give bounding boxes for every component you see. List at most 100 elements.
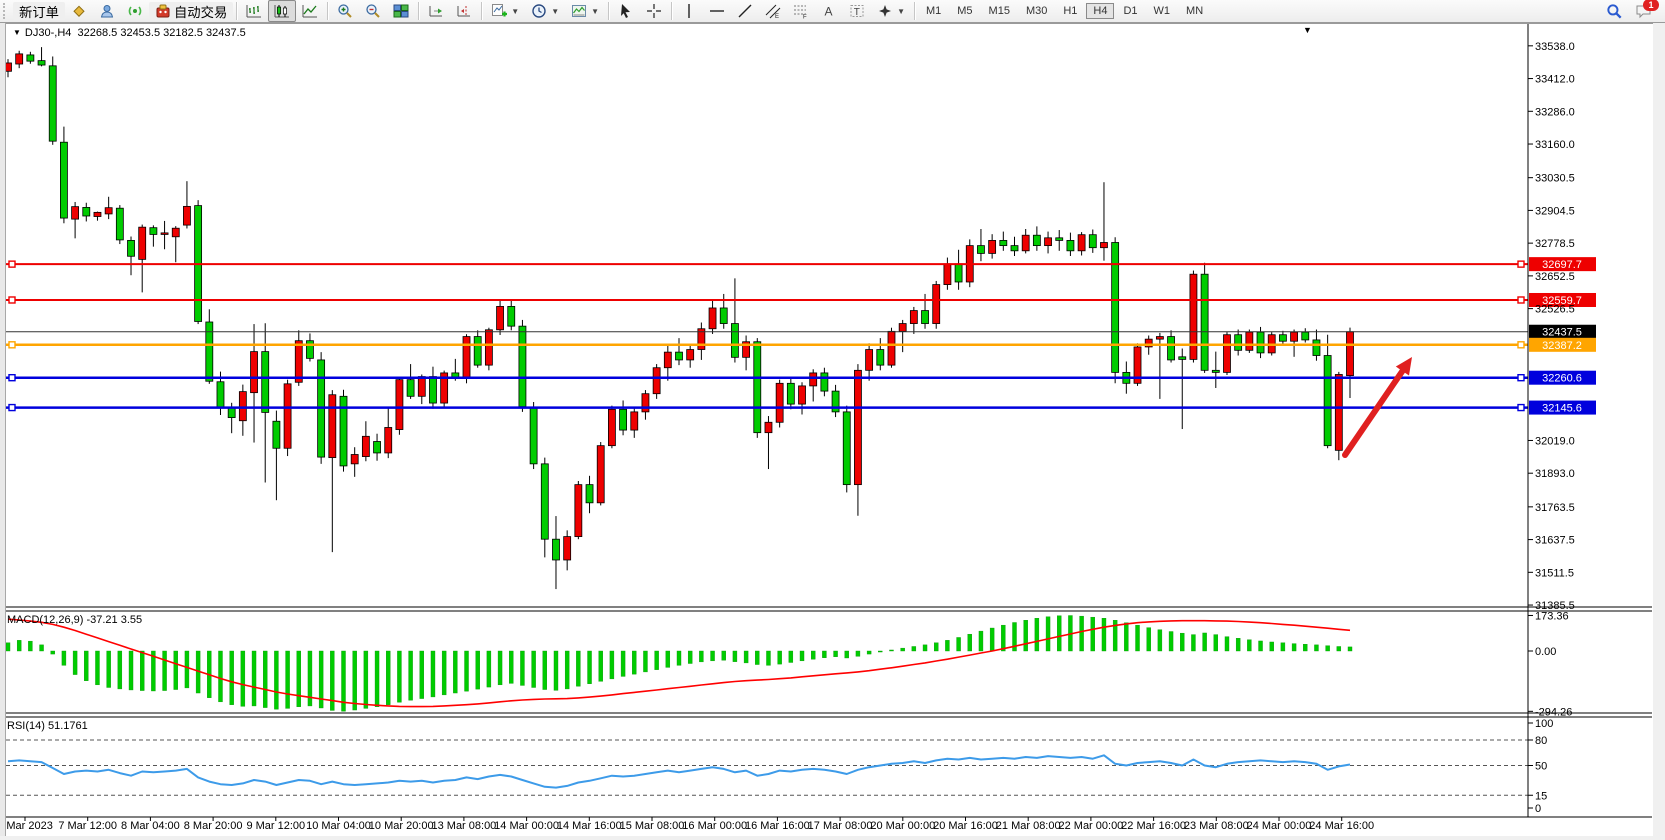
search-icon[interactable] (1600, 0, 1629, 22)
timeframe-h1-button[interactable]: H1 (1063, 5, 1078, 17)
line-handle[interactable] (8, 341, 16, 349)
horizontal-line-tool-icon[interactable] (703, 0, 731, 22)
candle-bullish (395, 379, 404, 430)
timeframe-mn-button[interactable]: MN (1186, 5, 1204, 17)
main-toolbar: 新订单 自动交易 ▼ ▼ ▼ E F A T ▼ M (0, 0, 1665, 23)
arrow-shaft[interactable] (1342, 368, 1406, 458)
candle-bullish (160, 232, 169, 235)
symbols-icon[interactable] (65, 0, 93, 22)
candle-bearish (1066, 240, 1075, 252)
rsi-indicator-label: RSI(14) 51.1761 (7, 720, 88, 732)
line-handle[interactable] (1517, 296, 1525, 304)
timeframe-m1-button[interactable]: M1 (925, 5, 942, 17)
vertical-line-tool-icon[interactable] (675, 0, 703, 22)
candle-bearish (921, 310, 929, 324)
candle-bearish (261, 351, 270, 413)
chart-window[interactable]: 32697.7 32559.7 32437.5 32387.2 32260.6 32145… (0, 23, 1665, 840)
crosshair-icon[interactable] (640, 0, 668, 22)
line-handle[interactable] (1517, 341, 1525, 349)
macd-histogram-bar (50, 650, 55, 655)
auto-trading-label: 自动交易 (173, 4, 228, 20)
candle-bullish (898, 323, 907, 332)
candle-bearish (48, 65, 57, 142)
timeframe-h4-button[interactable]: H4 (1086, 3, 1115, 19)
macd-pane (5, 615, 1353, 712)
candle-bearish (540, 463, 549, 540)
cursor-icon[interactable] (612, 0, 640, 22)
candle-bearish (529, 407, 538, 465)
notifications-button[interactable]: 1 (1629, 0, 1659, 22)
timeframe-w1-button[interactable]: W1 (1153, 5, 1171, 17)
time-tick-label: 15 Mar 08:00 (620, 820, 685, 832)
arrows-tool-button[interactable]: ▼ (871, 0, 911, 22)
candle-bullish (484, 329, 493, 366)
collapse-arrow-icon[interactable]: ▼ (13, 28, 21, 37)
zoom-in-icon[interactable] (331, 0, 359, 22)
candle-bearish (842, 411, 851, 486)
macd-histogram-bar (609, 650, 615, 680)
candle-bullish (361, 435, 370, 457)
macd-histogram-bar (576, 650, 581, 687)
candle-bearish (518, 325, 527, 408)
timeframe-d1-button[interactable]: D1 (1123, 5, 1138, 17)
candle-bearish (205, 321, 214, 382)
timeframe-m5-button[interactable]: M5 (957, 5, 973, 17)
candle-bullish (250, 351, 258, 394)
line-chart-icon[interactable] (296, 0, 324, 22)
text-tool-icon[interactable]: A (815, 0, 843, 22)
time-axis[interactable]: 6 Mar 2023 7 Mar 12:00 8 Mar 04:00 8 Mar 20… (0, 817, 1374, 832)
line-handle[interactable] (8, 373, 16, 382)
bar-chart-icon[interactable] (240, 0, 268, 22)
candle-bearish (954, 263, 963, 283)
trend-arrow[interactable] (1342, 357, 1412, 458)
tile-windows-icon[interactable] (387, 0, 415, 22)
candle-bullish (663, 351, 672, 369)
periods-button[interactable]: ▼ (525, 0, 565, 22)
price-tick-label: 33538.0 (1535, 41, 1575, 53)
candle-bearish (977, 245, 985, 254)
timeframe-m30-button[interactable]: M30 (1025, 5, 1048, 17)
chart-shift-icon[interactable] (450, 0, 478, 22)
macd-histogram-bar (61, 650, 67, 666)
candle-bullish (641, 393, 650, 413)
candle-bearish (820, 372, 829, 392)
text-label-tool-icon[interactable]: T (843, 0, 871, 22)
candle-bearish (82, 207, 91, 217)
zoom-out-icon[interactable] (359, 0, 387, 22)
line-handle[interactable] (8, 403, 16, 412)
market-news-icon[interactable] (121, 0, 149, 22)
macd-histogram-bar (1124, 622, 1129, 652)
time-tick-label: 8 Mar 04:00 (121, 820, 180, 832)
timeframe-m15-button[interactable]: M15 (988, 5, 1010, 17)
macd-histogram-bar (665, 650, 671, 668)
auto-scroll-icon[interactable] (422, 0, 450, 22)
fibonacci-tool-icon[interactable]: F (787, 0, 815, 22)
profile-icon[interactable] (93, 0, 121, 22)
macd-histogram-bar (251, 650, 257, 707)
macd-histogram-bar (889, 649, 894, 652)
candlestick-chart-icon[interactable] (268, 0, 297, 22)
line-handle[interactable] (1517, 260, 1525, 268)
macd-histogram-bar (16, 640, 22, 652)
indicators-button[interactable]: ▼ (485, 0, 525, 22)
auto-trading-button[interactable]: 自动交易 (148, 2, 234, 20)
templates-button[interactable]: ▼ (565, 0, 605, 22)
rsi-tick-label: 50 (1535, 761, 1547, 773)
price-axis[interactable]: 33538.0 33412.0 33286.0 33160.0 33030.5 32904… (1528, 41, 1575, 815)
new-order-button[interactable]: 新订单 (13, 2, 65, 20)
trendline-tool-icon[interactable] (731, 0, 759, 22)
toolbar-grip[interactable] (3, 3, 10, 19)
chart-menu-arrow-icon[interactable]: ▼ (1303, 25, 1312, 35)
line-handle[interactable] (1517, 403, 1525, 412)
macd-histogram-bar (341, 650, 346, 712)
candle-bullish (909, 310, 918, 324)
macd-histogram-bar (1001, 624, 1006, 652)
candle-bullish (384, 427, 393, 454)
candle-bullish (1346, 331, 1354, 377)
candle-bullish (350, 454, 359, 465)
channel-tool-icon[interactable]: E (759, 0, 787, 22)
line-handle[interactable] (8, 260, 16, 268)
line-handle[interactable] (1517, 373, 1525, 382)
line-handle[interactable] (8, 296, 16, 304)
